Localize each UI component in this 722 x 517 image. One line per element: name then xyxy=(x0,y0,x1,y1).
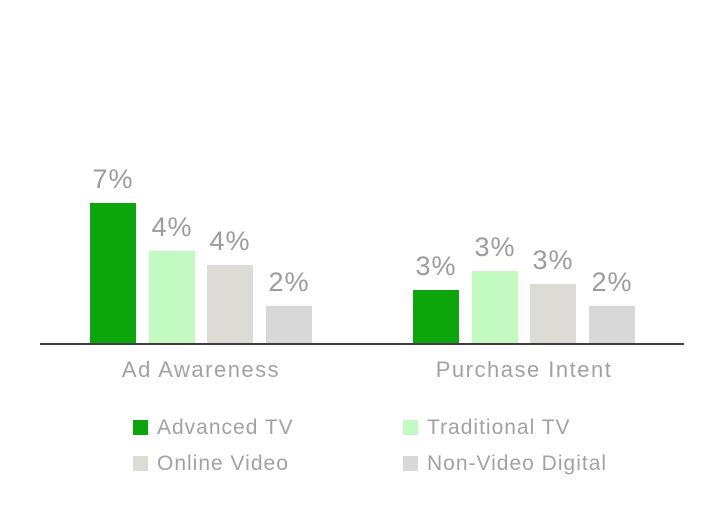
bar-advanced-tv-purchase-intent xyxy=(413,290,459,344)
bar-online-video-purchase-intent xyxy=(530,284,576,344)
legend-swatch-traditional-tv xyxy=(403,420,418,436)
legend-item-advanced-tv: Advanced TV xyxy=(133,416,403,439)
category-label-purchase-intent: Purchase Intent xyxy=(435,357,613,382)
legend: Advanced TV Traditional TV Online Video Non… xyxy=(133,416,607,475)
value-label-online-video-purchase-intent: 3% xyxy=(532,245,574,275)
value-label-advanced-tv-purchase-intent: 3% xyxy=(415,251,457,281)
value-label-non-video-digital-purchase-intent: 2% xyxy=(591,267,633,297)
value-label-advanced-tv-ad-awareness: 7% xyxy=(92,164,134,194)
bar-non-video-digital-purchase-intent xyxy=(589,306,635,344)
legend-label-advanced-tv: Advanced TV xyxy=(157,416,294,439)
bar-online-video-ad-awareness xyxy=(207,265,253,344)
legend-item-non-video-digital: Non-Video Digital xyxy=(403,452,607,475)
legend-label-online-video: Online Video xyxy=(157,452,289,476)
category-label-ad-awareness: Ad Awareness xyxy=(121,357,281,382)
legend-label-non-video-digital: Non-Video Digital xyxy=(427,452,608,476)
value-label-traditional-tv-ad-awareness: 4% xyxy=(151,212,193,242)
bar-non-video-digital-ad-awareness xyxy=(266,306,312,344)
bar-traditional-tv-ad-awareness xyxy=(149,251,195,344)
legend-swatch-advanced-tv xyxy=(133,420,148,436)
value-label-traditional-tv-purchase-intent: 3% xyxy=(474,232,516,262)
bar-traditional-tv-purchase-intent xyxy=(472,271,518,344)
legend-swatch-online-video xyxy=(133,456,148,472)
legend-swatch-non-video-digital xyxy=(403,456,418,472)
value-label-online-video-ad-awareness: 4% xyxy=(209,226,251,256)
legend-item-traditional-tv: Traditional TV xyxy=(403,416,607,439)
value-label-non-video-digital-ad-awareness: 2% xyxy=(268,267,310,297)
bar-advanced-tv-ad-awareness xyxy=(90,203,136,344)
legend-label-traditional-tv: Traditional TV xyxy=(427,416,571,439)
x-axis-line xyxy=(40,343,684,345)
legend-item-online-video: Online Video xyxy=(133,452,403,475)
